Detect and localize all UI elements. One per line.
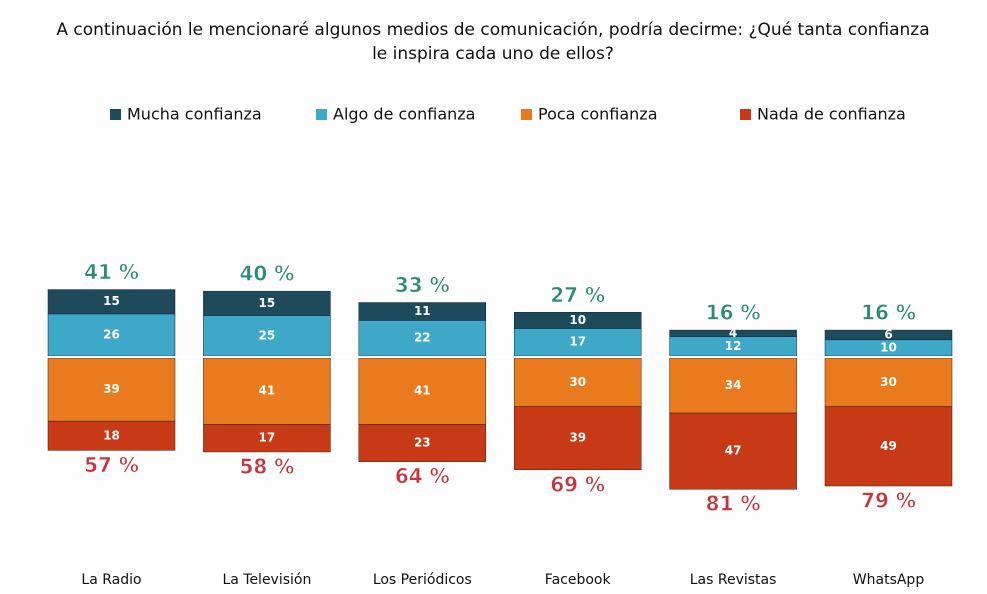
bottom-total-label: 64 % <box>395 464 450 488</box>
top-total-label: 16 % <box>861 301 916 325</box>
segment-label: 15 <box>103 294 120 308</box>
bottom-total-label: 69 % <box>550 472 605 496</box>
segment-label: 22 <box>414 331 431 345</box>
bottom-total-label: 79 % <box>861 488 916 512</box>
segment-label: 34 <box>725 378 742 392</box>
bottom-total-label: 58 % <box>239 454 294 478</box>
bottom-total-label: 57 % <box>84 453 139 477</box>
legend-label: Algo de confianza <box>333 105 475 124</box>
bar-segment <box>203 424 331 453</box>
segment-label: 30 <box>880 375 897 389</box>
segment-label: 4 <box>729 326 737 340</box>
segment-label: 17 <box>259 431 276 445</box>
bar-segment <box>203 357 331 425</box>
segment-label: 18 <box>103 428 120 442</box>
bar-segment <box>358 424 487 462</box>
segment-label: 26 <box>103 327 120 341</box>
bar-segment <box>203 315 331 357</box>
bar-segment <box>47 357 176 422</box>
bar-segment <box>824 406 953 487</box>
segment-label: 15 <box>259 296 276 310</box>
segment-label: 47 <box>725 444 742 458</box>
top-total-label: 40 % <box>239 262 294 286</box>
top-total-label: 16 % <box>706 301 761 325</box>
legend-swatch <box>740 109 751 120</box>
bar-segment <box>47 420 176 451</box>
segment-label: 30 <box>569 375 586 389</box>
segment-label: 17 <box>569 335 586 349</box>
bar-segment <box>669 329 797 337</box>
segment-label: 23 <box>414 436 431 450</box>
x-tick-label: La Televisión <box>222 572 311 588</box>
bar-segment <box>47 289 176 315</box>
bar-segment <box>513 312 642 329</box>
bar-segment <box>358 357 487 425</box>
bar-segment <box>513 357 642 407</box>
x-tick-label: La Radio <box>81 572 141 588</box>
segment-label: 41 <box>414 384 431 398</box>
x-tick-label: Los Periódicos <box>373 572 472 588</box>
segment-label: 49 <box>880 439 897 453</box>
bar-segment <box>824 329 953 341</box>
segment-label: 25 <box>259 328 276 342</box>
legend-label: Nada de confianza <box>757 105 906 124</box>
bar-segment <box>358 302 487 321</box>
top-total-label: 41 % <box>84 260 139 284</box>
bar-segment <box>669 412 797 490</box>
segment-label: 10 <box>880 340 897 354</box>
bar-segment <box>513 406 642 471</box>
segment-label: 11 <box>414 304 431 318</box>
legend-label: Mucha confianza <box>127 105 262 124</box>
segment-label: 12 <box>725 339 742 353</box>
bar-segment <box>513 328 642 357</box>
segment-label: 10 <box>569 313 586 327</box>
legend-swatch <box>110 109 121 120</box>
segment-label: 39 <box>103 382 120 396</box>
bar-segment <box>669 357 797 414</box>
legend-label: Poca confianza <box>538 105 658 124</box>
x-tick-label: Las Revistas <box>690 572 777 588</box>
segment-label: 6 <box>884 327 892 341</box>
legend-swatch <box>521 109 532 120</box>
legend-swatch <box>316 109 327 120</box>
x-tick-label: Facebook <box>545 572 612 588</box>
bottom-total-label: 81 % <box>706 492 761 516</box>
x-tick-label: WhatsApp <box>853 572 925 588</box>
top-total-label: 33 % <box>395 273 450 297</box>
chart-title: A continuación le mencionaré algunos med… <box>56 20 929 64</box>
segment-label: 39 <box>569 431 586 445</box>
segment-label: 41 <box>259 384 276 398</box>
bar-segment <box>203 290 331 316</box>
top-total-label: 27 % <box>550 283 605 307</box>
